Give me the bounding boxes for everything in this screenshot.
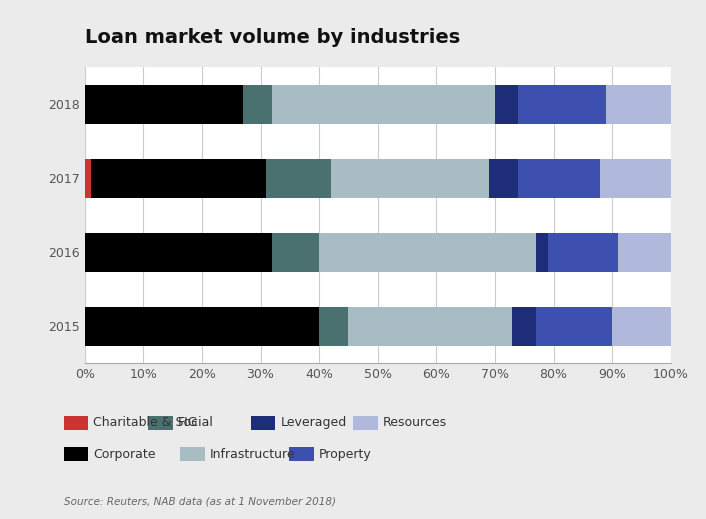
Bar — [273, 85, 495, 124]
Text: Charitable & Social: Charitable & Social — [93, 416, 213, 430]
Text: Source: Reuters, NAB data (as at 1 November 2018): Source: Reuters, NAB data (as at 1 Novem… — [64, 496, 335, 506]
Text: Leveraged: Leveraged — [280, 416, 347, 430]
Text: FIG: FIG — [178, 416, 198, 430]
Bar — [518, 85, 606, 124]
Bar — [85, 85, 243, 124]
Bar — [548, 233, 618, 271]
Bar — [273, 233, 319, 271]
Bar — [612, 307, 671, 346]
Bar — [331, 159, 489, 198]
Bar — [536, 307, 612, 346]
Bar — [319, 233, 536, 271]
Bar — [90, 159, 266, 198]
Text: Infrastructure: Infrastructure — [210, 447, 295, 461]
Bar — [243, 85, 273, 124]
Bar — [266, 159, 331, 198]
Bar — [518, 159, 600, 198]
Text: Property: Property — [319, 447, 372, 461]
Text: Corporate: Corporate — [93, 447, 156, 461]
Bar — [319, 307, 348, 346]
Bar — [536, 233, 548, 271]
Bar — [495, 85, 518, 124]
Text: Resources: Resources — [383, 416, 447, 430]
Bar — [348, 307, 513, 346]
Text: Loan market volume by industries: Loan market volume by industries — [85, 28, 460, 47]
Bar — [85, 159, 90, 198]
Bar — [606, 85, 671, 124]
Bar — [85, 307, 319, 346]
Bar — [600, 159, 671, 198]
Bar — [513, 307, 536, 346]
Bar — [489, 159, 518, 198]
Bar — [85, 233, 273, 271]
Bar — [618, 233, 671, 271]
